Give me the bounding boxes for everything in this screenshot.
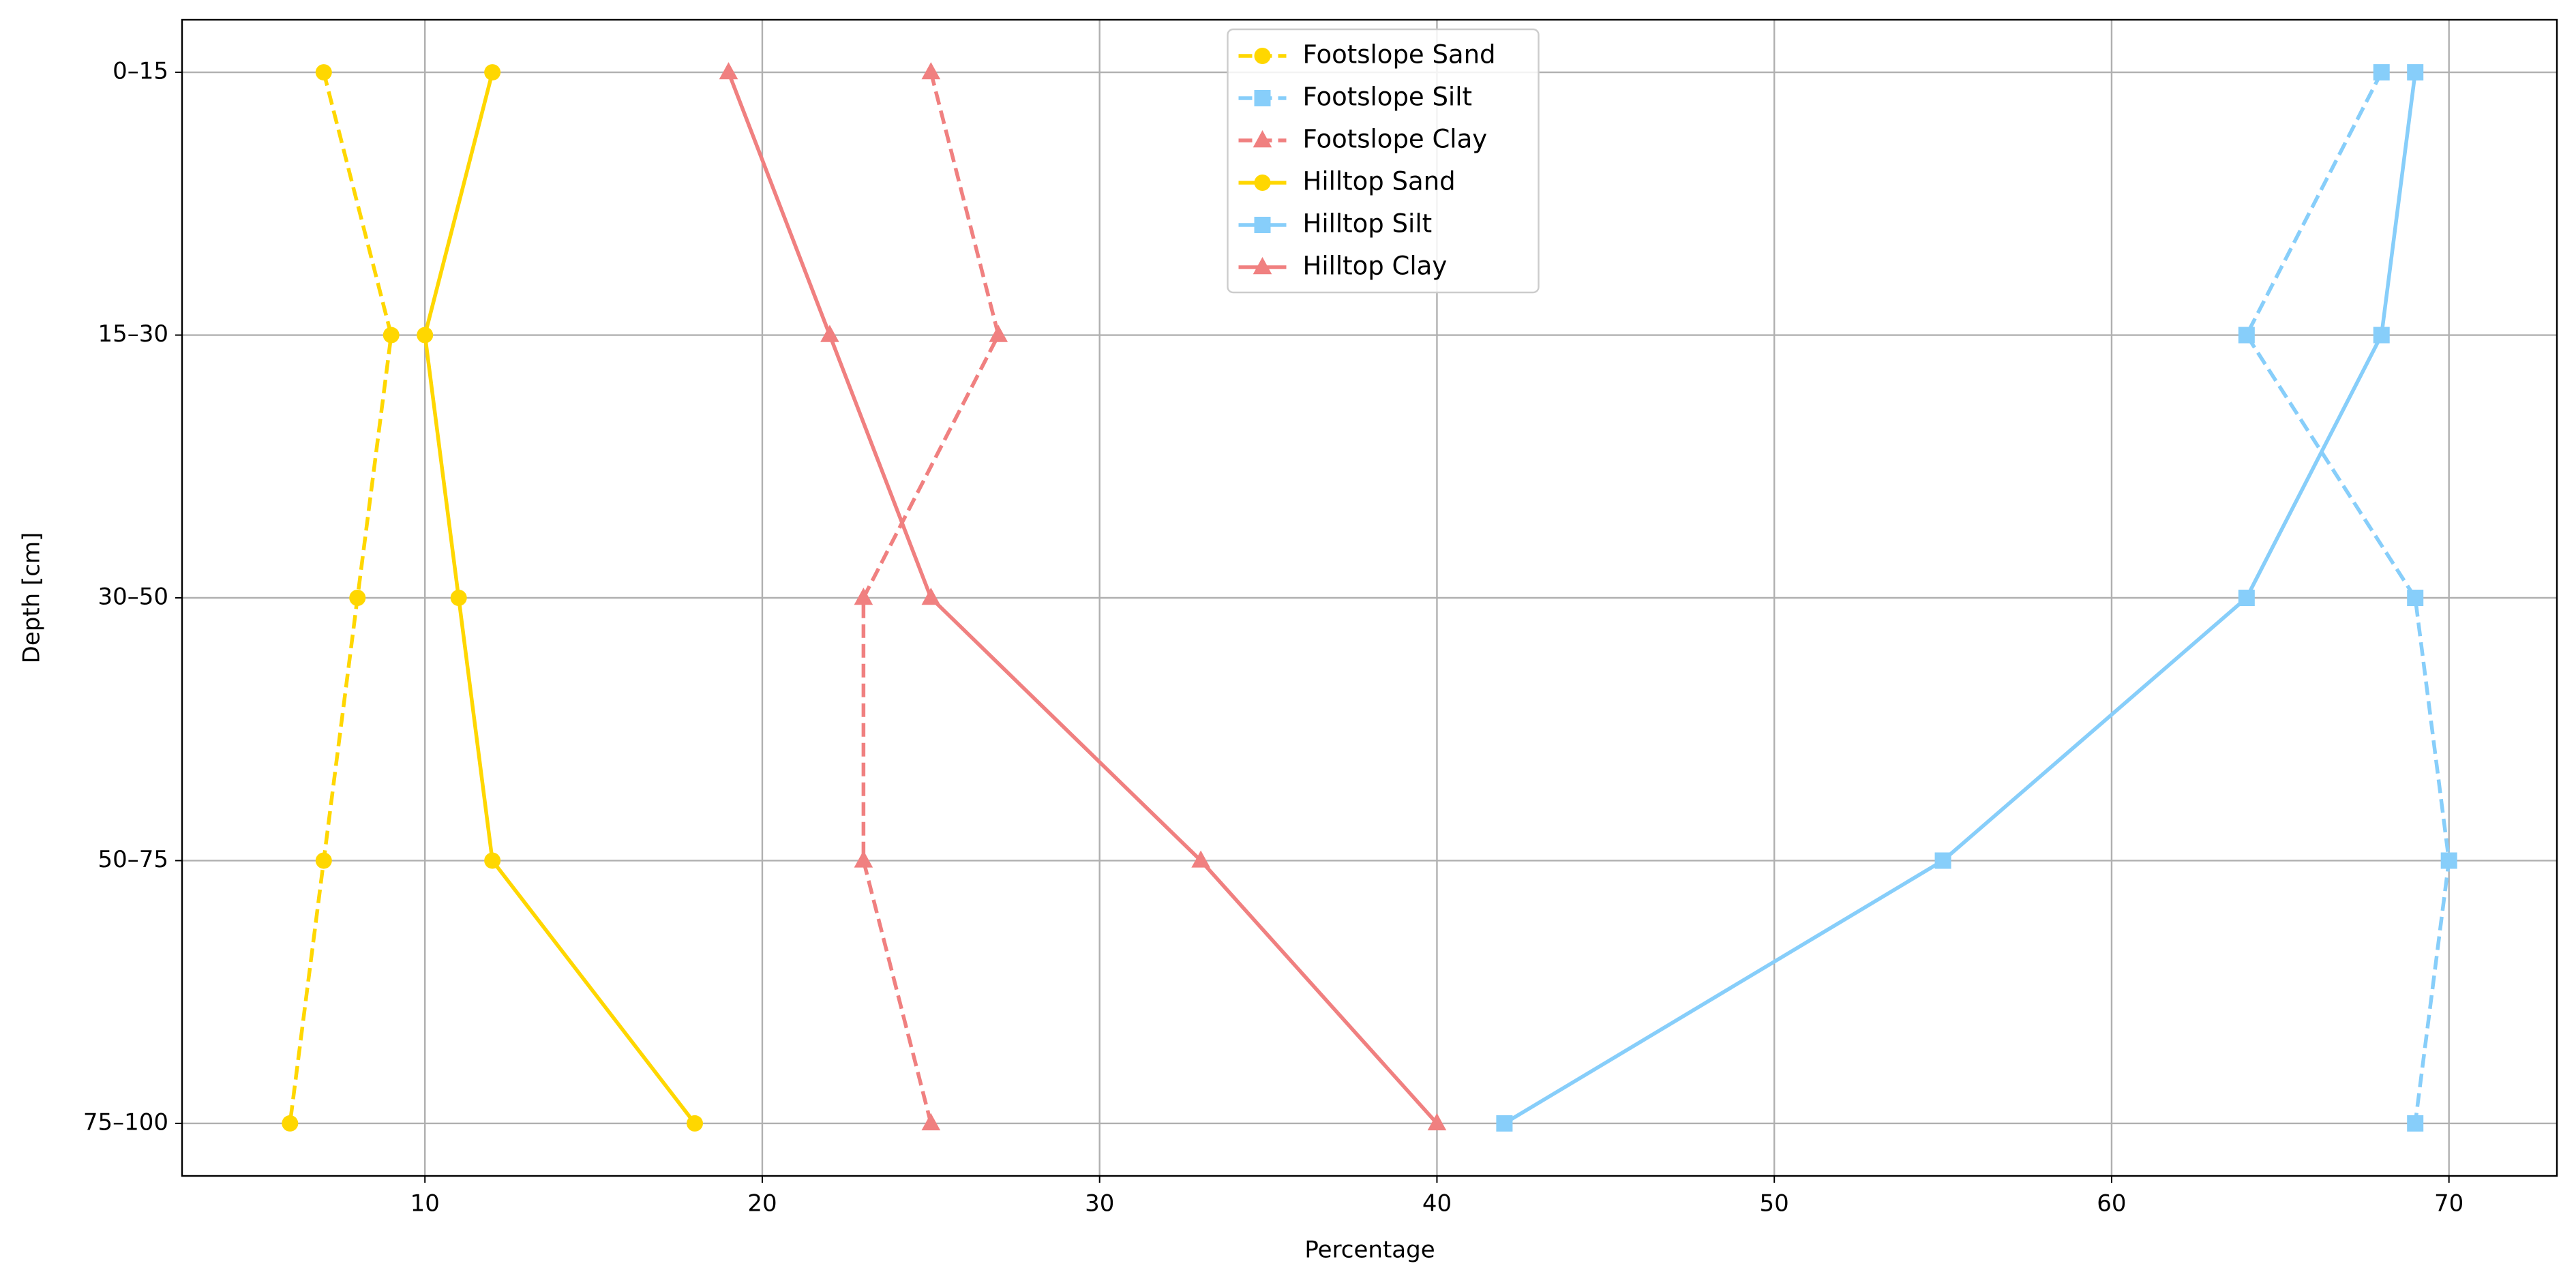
data-point xyxy=(2373,64,2390,81)
data-point xyxy=(2407,1115,2424,1132)
data-point xyxy=(719,62,738,80)
data-point xyxy=(282,1115,299,1132)
x-tick-label: 30 xyxy=(1085,1190,1114,1218)
data-point xyxy=(2373,327,2390,344)
y-tick-label: 75–100 xyxy=(83,1108,168,1136)
data-point xyxy=(2238,327,2255,344)
x-tick-label: 40 xyxy=(1422,1190,1452,1218)
y-tick-label: 0–15 xyxy=(113,58,168,85)
x-tick-label: 70 xyxy=(2434,1190,2463,1218)
x-tick-label: 50 xyxy=(1760,1190,1789,1218)
legend-marker xyxy=(1254,217,1271,233)
data-point xyxy=(2238,590,2255,606)
x-tick-label: 20 xyxy=(747,1190,777,1218)
legend-label: Footslope Silt xyxy=(1303,82,1473,112)
data-point xyxy=(989,324,1008,342)
data-point xyxy=(921,62,941,80)
x-axis-label: Percentage xyxy=(1304,1237,1435,1264)
data-point xyxy=(921,588,941,605)
data-point xyxy=(315,852,332,869)
legend-marker xyxy=(1254,90,1271,106)
data-point xyxy=(1934,852,1951,869)
plot-frame xyxy=(181,18,2558,1177)
data-point xyxy=(854,850,873,868)
data-point xyxy=(2407,64,2424,81)
y-tick-label: 50–75 xyxy=(98,846,168,873)
data-point xyxy=(1427,1113,1447,1131)
x-tick-label: 60 xyxy=(2097,1190,2126,1218)
data-point xyxy=(2407,590,2424,606)
data-point xyxy=(921,1113,941,1131)
data-point xyxy=(1191,850,1210,868)
data-point xyxy=(383,327,400,344)
legend-marker xyxy=(1253,130,1272,148)
legend-label: Hilltop Silt xyxy=(1303,209,1433,239)
legend-label: Hilltop Clay xyxy=(1303,252,1448,281)
data-point xyxy=(820,324,839,342)
legend-label: Footslope Clay xyxy=(1303,125,1488,154)
data-point xyxy=(315,64,332,81)
data-point xyxy=(484,852,501,869)
legend-marker xyxy=(1253,257,1272,275)
data-point xyxy=(417,327,434,344)
data-point xyxy=(484,64,501,81)
data-point xyxy=(854,588,873,605)
data-point xyxy=(450,590,467,606)
y-axis-label: Depth [cm] xyxy=(18,532,46,664)
legend-label: Hilltop Sand xyxy=(1303,167,1456,196)
data-point xyxy=(687,1115,704,1132)
x-tick-label: 10 xyxy=(410,1190,440,1218)
legend-marker xyxy=(1254,48,1271,64)
y-tick-label: 30–50 xyxy=(98,584,168,611)
legend-marker xyxy=(1254,175,1271,191)
legend: Footslope Sand Footslope Silt Footslope Cl… xyxy=(1227,28,1540,294)
legend-label: Footslope Sand xyxy=(1303,40,1496,70)
data-point xyxy=(349,590,366,606)
legend-box xyxy=(1227,28,1540,294)
data-point xyxy=(2440,852,2457,869)
data-point xyxy=(1496,1115,1513,1132)
y-tick-label: 15–30 xyxy=(98,320,168,348)
series-line xyxy=(2244,71,2451,1124)
